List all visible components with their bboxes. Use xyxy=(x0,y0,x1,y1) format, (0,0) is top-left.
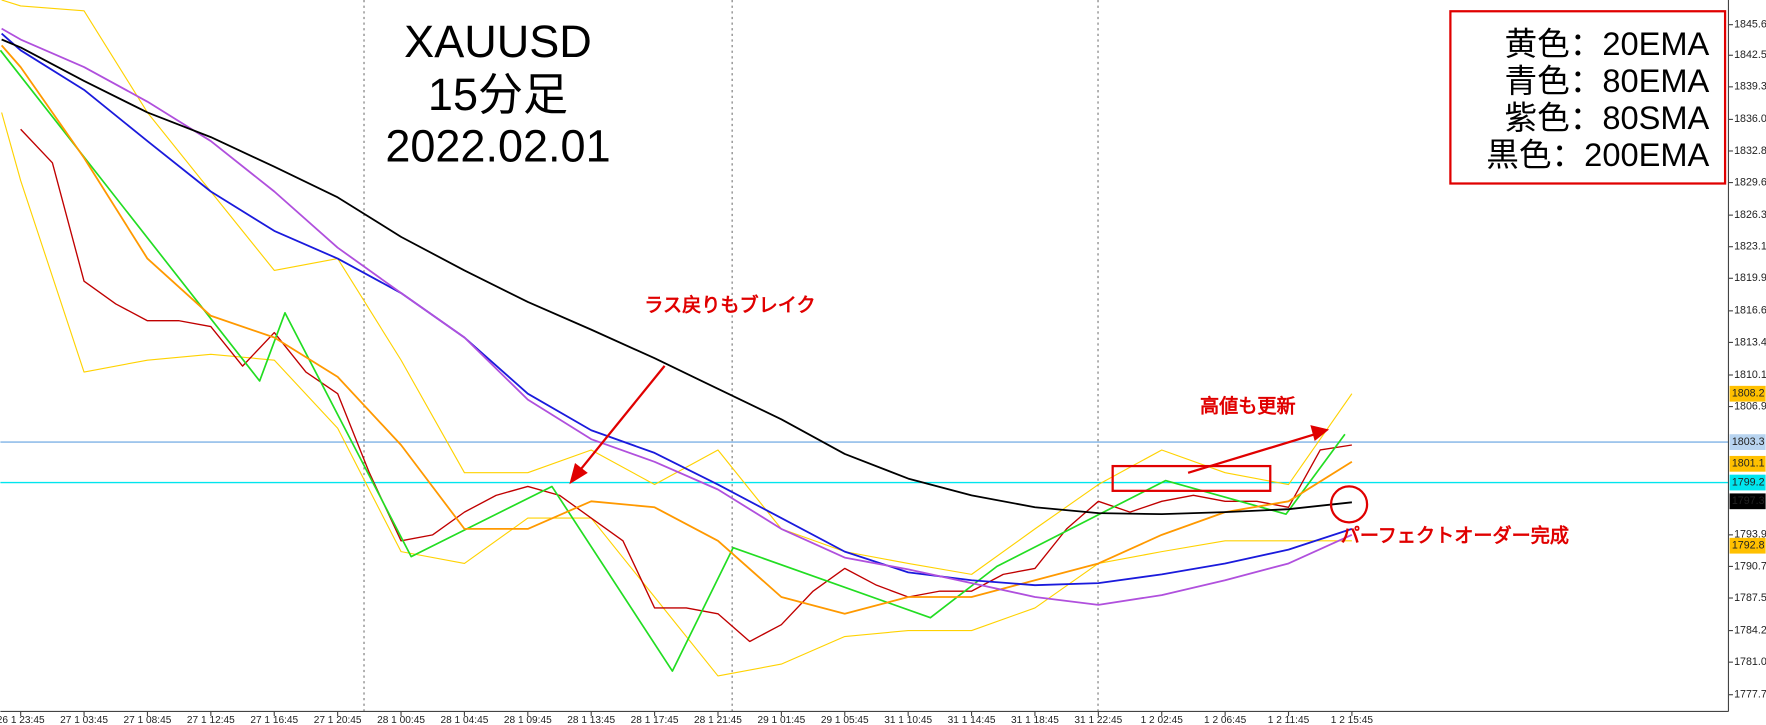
x-tick-label: 27 1 16:45 xyxy=(250,715,298,725)
x-tick-label: 1 2 15:45 xyxy=(1331,715,1374,725)
legend-entry: 紫色：80SMA xyxy=(1504,99,1709,136)
price-label-box xyxy=(1729,385,1766,402)
y-tick-label: 1813.4 xyxy=(1734,336,1766,348)
legend-entry: 黄色：20EMA xyxy=(1504,25,1709,62)
annotation-shapes xyxy=(569,365,1369,524)
y-tick-label: 1781.0 xyxy=(1734,656,1766,668)
series-line xyxy=(1,27,1353,606)
series-line xyxy=(1,32,1353,587)
x-tick-label: 1 2 02:45 xyxy=(1141,715,1184,725)
y-tick-label: 1832.8 xyxy=(1734,145,1766,157)
arrow-head xyxy=(1310,425,1330,442)
y-tick-label: 1793.9 xyxy=(1734,529,1766,541)
price-label: 1799.2 xyxy=(1732,476,1765,488)
price-label-box xyxy=(1729,474,1766,491)
annotation: パーフェクトオーダー完成 xyxy=(1341,524,1569,547)
y-tick-label: 1842.5 xyxy=(1734,49,1766,61)
y-tick-label: 1829.6 xyxy=(1734,176,1766,188)
day-separators xyxy=(363,0,1099,712)
x-tick-label: 28 1 13:45 xyxy=(567,715,615,725)
x-tick-label: 26 1 23:45 xyxy=(0,715,45,725)
y-tick-label: 1787.5 xyxy=(1734,592,1766,604)
x-tick-label: 28 1 21:45 xyxy=(694,715,742,725)
price-label-box xyxy=(1729,434,1766,450)
series-line xyxy=(1,38,1352,516)
title: 15分足 xyxy=(428,69,568,120)
y-tick-label: 1823.1 xyxy=(1734,241,1766,253)
x-tick-label: 29 1 05:45 xyxy=(821,715,869,725)
plot xyxy=(0,0,1729,677)
price-label-box xyxy=(1729,537,1766,554)
y-tick-label: 1816.6 xyxy=(1734,305,1766,317)
legend-entry: 黒色：200EMA xyxy=(1486,136,1709,173)
series-line xyxy=(1,112,1352,677)
arrow xyxy=(577,365,666,474)
x-tick-label: 31 1 22:45 xyxy=(1074,715,1122,725)
x-tick-label: 27 1 12:45 xyxy=(187,715,235,725)
series-line xyxy=(0,44,1353,615)
y-tick-label: 1790.7 xyxy=(1734,560,1766,572)
price-label-box xyxy=(1729,455,1766,472)
price-label: 1801.1 xyxy=(1732,458,1765,470)
x-tick-label: 31 1 10:45 xyxy=(884,715,932,725)
legend-box xyxy=(1449,10,1727,185)
x-tick-label: 27 1 08:45 xyxy=(124,715,172,725)
legend-entry: 青色：80EMA xyxy=(1504,62,1709,99)
y-tick-label: 1810.1 xyxy=(1734,369,1766,381)
y-tick-label: 1836.0 xyxy=(1734,113,1766,125)
y-tick-label: 1806.9 xyxy=(1734,400,1766,412)
x-tick-label: 28 1 00:45 xyxy=(377,715,425,725)
x-tick-label: 1 2 06:45 xyxy=(1204,715,1247,725)
x-tick-label: 29 1 01:45 xyxy=(757,715,805,725)
annotation: 高値も更新 xyxy=(1200,395,1296,418)
x-tick-label: 27 1 03:45 xyxy=(60,715,108,725)
title: 2022.02.01 xyxy=(385,121,610,172)
series-line xyxy=(1,0,1353,575)
y-tick-label: 1777.7 xyxy=(1734,689,1766,701)
x-tick-label: 28 1 04:45 xyxy=(440,715,488,725)
price-label: 1803.3 xyxy=(1732,436,1765,448)
highlight-circle xyxy=(1329,485,1369,524)
title: XAUUSD xyxy=(404,16,592,67)
price-label: 1808.2 xyxy=(1732,388,1765,400)
price-label: 1797.3 xyxy=(1732,495,1765,507)
x-tick-label: 27 1 20:45 xyxy=(314,715,362,725)
price-label-box xyxy=(1729,493,1766,510)
x-tick-label: 31 1 18:45 xyxy=(1011,715,1059,725)
x-tick-label: 28 1 09:45 xyxy=(504,715,552,725)
y-tick-label: 1826.3 xyxy=(1734,209,1766,221)
y-tick-label: 1784.2 xyxy=(1734,624,1766,636)
x-tick-label: 1 2 11:45 xyxy=(1268,715,1310,725)
x-tick-label: 28 1 17:45 xyxy=(631,715,679,725)
y-tick-label: 1839.3 xyxy=(1734,81,1766,93)
highlight-box xyxy=(1111,464,1272,492)
x-tick-label: 31 1 14:45 xyxy=(948,715,996,725)
arrow xyxy=(1187,432,1318,474)
series-line xyxy=(20,128,1352,643)
y-tick-label: 1819.9 xyxy=(1734,272,1766,284)
annotation: ラス戻りもブレイク xyxy=(644,293,815,316)
series-line xyxy=(0,49,1346,672)
arrow-head xyxy=(569,463,588,485)
price-label: 1792.8 xyxy=(1732,540,1765,552)
y-tick-label: 1845.6 xyxy=(1734,18,1766,30)
